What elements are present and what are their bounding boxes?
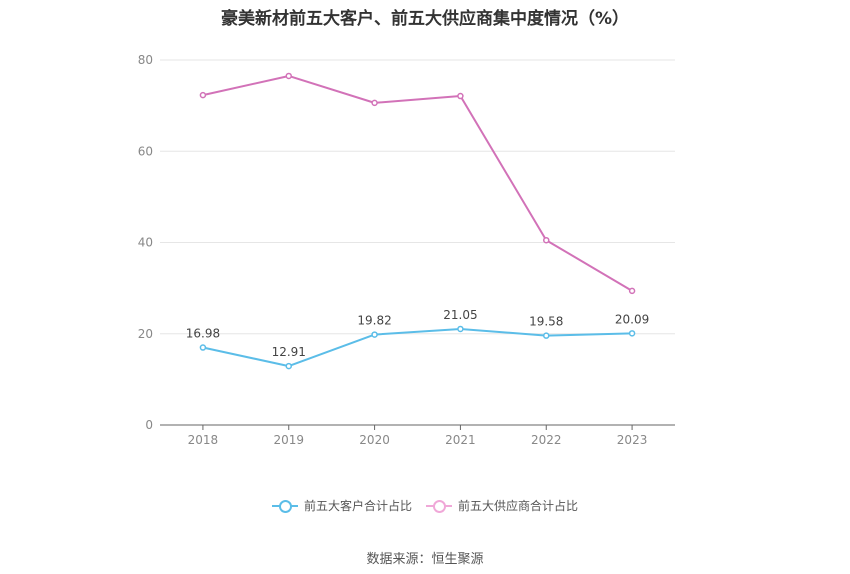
data-point (371, 99, 378, 107)
legend: 前五大客户合计占比 前五大供应商合计占比 (0, 497, 850, 514)
data-label: 21.05 (443, 308, 477, 322)
x-tick-label: 2023 (617, 433, 648, 447)
data-point (543, 236, 550, 244)
chart-title: 豪美新材前五大客户、前五大供应商集中度情况（%） (220, 9, 630, 29)
legend-label-suppliers: 前五大供应商合计占比 (458, 499, 579, 513)
y-tick-label: 40 (138, 236, 153, 250)
y-tick-label: 60 (138, 144, 153, 158)
x-tick-label: 2022 (531, 433, 562, 447)
legend-line-marker-icon (426, 499, 452, 513)
data-label: 12.91 (272, 345, 306, 359)
data-source: 数据来源：恒生聚源 (366, 552, 484, 567)
legend-line-marker-icon (271, 499, 298, 513)
data-label: 19.82 (357, 314, 391, 328)
data-point (457, 92, 464, 100)
x-tick-label: 2019 (273, 433, 304, 447)
data-point (628, 330, 636, 337)
data-label: 16.98 (186, 327, 220, 341)
legend-label-customers: 前五大客户合计占比 (303, 499, 412, 513)
data-label: 20.09 (615, 312, 649, 326)
y-tick-label: 0 (145, 418, 153, 432)
data-point (285, 72, 292, 80)
x-tick-label: 2021 (445, 433, 476, 447)
data-point (199, 344, 207, 351)
data-point (457, 325, 464, 333)
legend-item-customers[interactable]: 前五大客户合计占比 (271, 497, 412, 514)
data-point (199, 91, 207, 99)
data-point (628, 287, 636, 295)
series-line-2 (202, 74, 633, 292)
data-point (285, 362, 292, 370)
series-line-1 (202, 327, 633, 368)
data-point (543, 332, 550, 339)
y-tick-label: 80 (138, 53, 153, 67)
legend-item-suppliers[interactable]: 前五大供应商合计占比 (426, 497, 578, 514)
x-tick-label: 2018 (188, 433, 219, 447)
data-label: 19.58 (529, 315, 563, 329)
y-tick-label: 20 (138, 327, 153, 341)
x-tick-label: 2020 (359, 433, 390, 447)
data-point (371, 331, 378, 338)
